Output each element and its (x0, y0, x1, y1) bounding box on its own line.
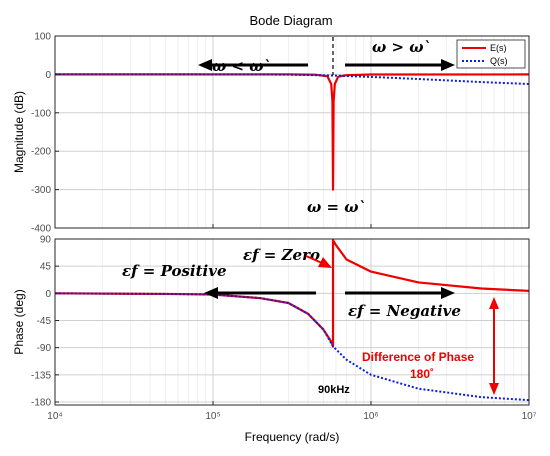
legend-box (456, 39, 526, 69)
x-tick-label: 10⁶ (363, 411, 378, 422)
phase-y-axis-label: Phase (deg) (12, 289, 26, 354)
magnitude-y-tick-label: -400 (31, 224, 51, 235)
phase-y-tick-label: -135 (31, 370, 51, 381)
magnitude-y-ticks: -400 -300 -200 -100 0 100 (31, 32, 530, 235)
freq-90khz-label: 90kHz (318, 384, 350, 396)
phase-y-tick-label: 45 (40, 262, 52, 273)
magnitude-y-tick-label: 0 (45, 70, 51, 81)
phase-y-tick-label: -45 (37, 316, 52, 327)
phase-x-ticks: 10⁴ 10⁵ 10⁶ 10⁷ (47, 411, 536, 422)
magnitude-y-tick-label: 100 (34, 32, 51, 43)
phase-y-tick-label: -90 (37, 343, 52, 354)
magnitude-y-tick-label: -200 (31, 147, 51, 158)
magnitude-y-axis-label: Magnitude (dB) (12, 91, 26, 173)
phase-y-tick-label: -180 (31, 397, 51, 408)
phase-axes-frame (54, 238, 530, 406)
magnitude-axes-frame (54, 35, 530, 229)
zero-pointer-head (318, 257, 332, 268)
magnitude-plot-area (55, 36, 529, 228)
right-arrow-head (441, 59, 455, 71)
phase-y-tick-label: 90 (40, 235, 52, 246)
phase-panel: -180 -135 -90 -45 0 45 90 10⁴ 10⁵ 10⁶ 10⁷ Phase (… (12, 235, 537, 445)
phase-plot-area (55, 239, 529, 405)
eps-zero-label: εf = Zero (243, 246, 320, 264)
frequency-x-axis-label: Frequency (rad/s) (245, 430, 340, 444)
omega-greater-label: ω > ω` (372, 38, 431, 56)
legend: E(s) Q(s) (456, 39, 526, 69)
phase-series (54, 239, 530, 402)
negative-arrow-head (441, 287, 455, 299)
difference-arrow-head-top (489, 297, 499, 309)
legend-label-q: Q(s) (490, 56, 508, 66)
left-arrow-head (198, 59, 212, 71)
phase-y-tick-label: 0 (45, 289, 51, 300)
omega-equal-label: ω = ω` (307, 198, 366, 216)
x-tick-label: 10⁴ (47, 411, 62, 422)
magnitude-series-es (55, 73, 530, 191)
positive-arrow-head (204, 287, 218, 299)
magnitude-series-qs (54, 73, 530, 85)
difference-arrow-head-bottom (489, 383, 499, 395)
x-tick-label: 10⁵ (205, 411, 220, 422)
x-tick-label: 10⁷ (522, 411, 537, 422)
chart-title: Bode Diagram (249, 13, 332, 28)
zero-pointer-line (305, 255, 323, 264)
magnitude-series (54, 73, 530, 191)
phase-difference-label: Difference of Phase (362, 350, 474, 364)
legend-label-e: E(s) (490, 43, 507, 53)
phase-y-ticks: -180 -135 -90 -45 0 45 90 (31, 235, 530, 408)
phase-difference-value: 180˚ (410, 367, 434, 381)
magnitude-y-tick-label: -300 (31, 185, 51, 196)
magnitude-y-tick-label: -100 (31, 108, 51, 119)
eps-positive-label: εf = Positive (122, 262, 227, 280)
eps-negative-label: εf = Negative (348, 302, 461, 320)
